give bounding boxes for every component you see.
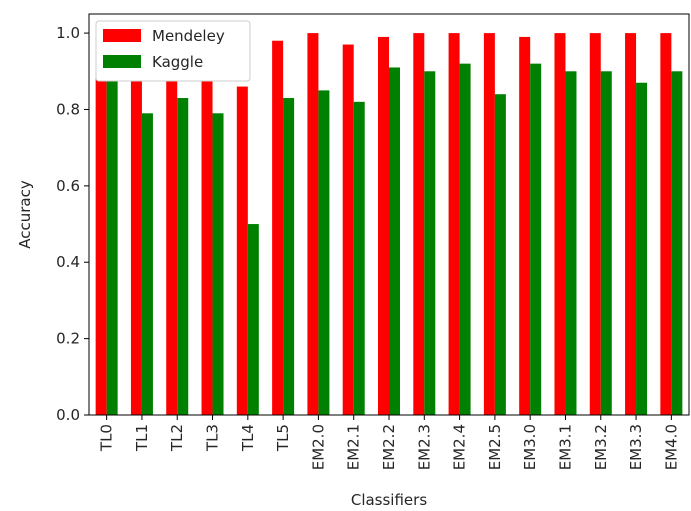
- x-tick-label: EM2.2: [380, 424, 398, 470]
- bar-mendeley-em2.2: [378, 36, 389, 416]
- bar-mendeley-em3.1: [554, 33, 566, 415]
- x-tick-label: EM3.1: [556, 424, 574, 470]
- bar-kaggle-tl1: [141, 113, 153, 416]
- bar-kaggle-tl0: [106, 59, 118, 415]
- bar-mendeley-tl4: [236, 86, 248, 416]
- x-tick-label: EM2.5: [486, 424, 504, 470]
- bar-mendeley-tl3: [201, 56, 213, 416]
- bar-mendeley-tl0: [95, 52, 107, 415]
- bar-kaggle-em2.1: [353, 101, 365, 415]
- bar-kaggle-em3.2: [600, 71, 612, 416]
- y-tick-label: 0.0: [56, 406, 80, 424]
- y-tick-label: 0.6: [56, 177, 80, 195]
- bar-kaggle-em2.4: [459, 63, 471, 416]
- bar-kaggle-tl2: [177, 98, 189, 416]
- bar-kaggle-em3.3: [636, 82, 648, 415]
- x-tick-label: EM2.1: [345, 424, 363, 470]
- y-tick-label: 0.2: [56, 330, 80, 348]
- legend: Mendeley Kaggle: [95, 20, 251, 82]
- bar-kaggle-tl5: [283, 98, 295, 416]
- bar-mendeley-tl2: [166, 56, 178, 416]
- x-tick-label: TL4: [239, 424, 257, 452]
- bar-mendeley-tl5: [272, 40, 284, 415]
- bars-group: [95, 33, 683, 416]
- bar-mendeley-em4.0: [660, 33, 672, 415]
- bar-kaggle-em2.2: [389, 67, 400, 415]
- legend-label-mendeley: Mendeley: [152, 27, 225, 45]
- x-tick-label: EM2.4: [451, 424, 469, 470]
- x-tick-label: EM4.0: [662, 424, 680, 470]
- legend-swatch-mendeley: [103, 29, 141, 42]
- x-axis-ticks: TL0 TL1 TL2 TL3 TL4 TL5 EM2.0 EM2.1 EM2.2 EM2.3 EM…: [98, 415, 680, 470]
- bar-kaggle-em2.0: [318, 90, 330, 415]
- bar-kaggle-em3.1: [565, 71, 577, 416]
- y-tick-label: 0.8: [56, 100, 80, 118]
- x-tick-label: TL1: [133, 424, 151, 452]
- legend-label-kaggle: Kaggle: [152, 53, 203, 71]
- x-tick-label: TL3: [204, 424, 222, 452]
- bar-mendeley-em3.0: [519, 36, 531, 416]
- legend-swatch-kaggle: [103, 55, 141, 68]
- bar-mendeley-em3.2: [589, 33, 601, 415]
- bar-mendeley-em2.0: [307, 33, 319, 415]
- bar-kaggle-tl3: [212, 113, 224, 416]
- x-tick-label: EM3.0: [521, 424, 539, 470]
- y-tick-label: 1.0: [56, 24, 80, 42]
- x-tick-label: TL5: [274, 424, 292, 452]
- bar-mendeley-em2.4: [448, 33, 460, 415]
- bar-mendeley-em2.1: [342, 44, 354, 416]
- bar-kaggle-em2.5: [494, 94, 506, 415]
- x-tick-label: EM2.0: [309, 424, 327, 470]
- bar-mendeley-em2.5: [483, 33, 495, 415]
- x-tick-label: EM2.3: [415, 424, 433, 470]
- y-axis-label: Accuracy: [16, 180, 34, 249]
- x-tick-label: EM3.2: [592, 424, 610, 470]
- bar-mendeley-em2.3: [413, 33, 425, 415]
- x-axis-label: Classifiers: [351, 491, 427, 509]
- plot-frame: [88, 13, 690, 416]
- bar-mendeley-em3.3: [625, 33, 637, 415]
- bar-mendeley-tl1: [130, 36, 142, 416]
- bar-kaggle-em4.0: [671, 71, 683, 416]
- bar-kaggle-tl4: [247, 224, 259, 415]
- y-tick-label: 0.4: [56, 253, 80, 271]
- bar-kaggle-em3.0: [530, 63, 542, 416]
- y-axis-ticks: 0.0 0.2 0.4 0.6 0.8 1.0: [56, 24, 89, 424]
- x-tick-label: EM3.3: [627, 424, 645, 470]
- x-tick-label: TL2: [168, 424, 186, 452]
- x-tick-label: TL0: [98, 424, 116, 452]
- bar-kaggle-em2.3: [424, 71, 436, 416]
